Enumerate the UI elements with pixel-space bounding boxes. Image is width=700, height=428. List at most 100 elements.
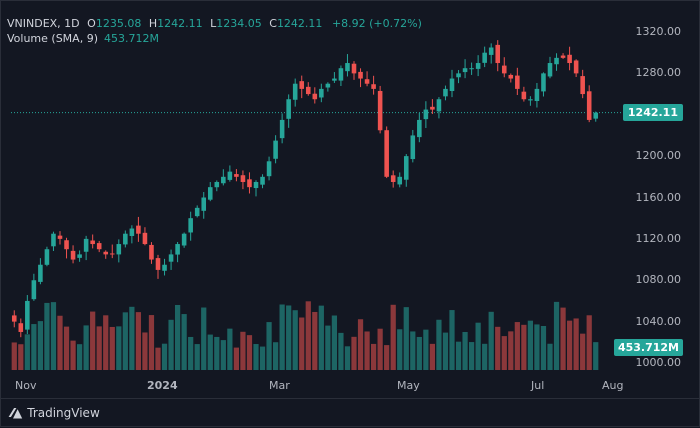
volume-bar <box>351 336 357 370</box>
candle-body[interactable] <box>364 79 370 84</box>
candle-body[interactable] <box>109 253 115 255</box>
candle-body[interactable] <box>449 78 455 92</box>
candle-body[interactable] <box>70 250 76 260</box>
candle-body[interactable] <box>286 99 291 119</box>
candle-body[interactable] <box>351 63 357 74</box>
candle-body[interactable] <box>580 76 585 95</box>
candle-body[interactable] <box>305 86 311 95</box>
candle-body[interactable] <box>123 233 128 245</box>
candle-body[interactable] <box>443 88 448 97</box>
candle-body[interactable] <box>371 84 376 89</box>
candle-body[interactable] <box>508 74 514 79</box>
candle-body[interactable] <box>103 251 109 255</box>
candle-body[interactable] <box>501 65 507 74</box>
candle-body[interactable] <box>332 78 337 81</box>
candle-body[interactable] <box>207 187 213 200</box>
candle-body[interactable] <box>279 119 285 139</box>
candle-body[interactable] <box>586 91 592 120</box>
volume-bar <box>83 325 89 370</box>
candle-body[interactable] <box>175 244 180 255</box>
candle-body[interactable] <box>51 233 56 247</box>
candle-body[interactable] <box>116 244 122 255</box>
candle-body[interactable] <box>534 88 540 102</box>
candle-body[interactable] <box>475 63 481 69</box>
candle-body[interactable] <box>456 73 461 78</box>
candle-body[interactable] <box>482 52 487 63</box>
candle-body[interactable] <box>515 75 520 89</box>
candle-body[interactable] <box>31 280 37 300</box>
symbol-label[interactable]: VNINDEX, 1D <box>7 17 80 30</box>
candle-body[interactable] <box>338 68 344 81</box>
candle-body[interactable] <box>554 57 559 65</box>
candle-body[interactable] <box>38 264 43 282</box>
volume-bar <box>266 322 272 370</box>
candle-body[interactable] <box>403 156 409 180</box>
candle-body[interactable] <box>129 228 135 236</box>
candle-body[interactable] <box>488 47 494 55</box>
candle-body[interactable] <box>227 171 233 180</box>
candle-body[interactable] <box>96 243 102 250</box>
candle-body[interactable] <box>319 88 324 98</box>
candle-body[interactable] <box>299 81 305 89</box>
candle-body[interactable] <box>390 175 396 182</box>
candle-body[interactable] <box>469 68 474 70</box>
candle-body[interactable] <box>528 99 533 101</box>
candle-body[interactable] <box>423 109 429 120</box>
candle-body[interactable] <box>64 240 69 250</box>
volume-bar <box>566 320 573 370</box>
candle-body[interactable] <box>155 258 161 270</box>
candle-body[interactable] <box>253 181 259 189</box>
candle-body[interactable] <box>541 73 546 92</box>
candle-body[interactable] <box>136 225 141 234</box>
candle-body[interactable] <box>567 54 572 64</box>
candle-body[interactable] <box>312 93 318 100</box>
candle-body[interactable] <box>377 90 383 131</box>
candle-body[interactable] <box>149 244 154 260</box>
candle-body[interactable] <box>201 197 207 211</box>
candle-body[interactable] <box>18 323 24 332</box>
candle-body[interactable] <box>77 254 82 258</box>
branding[interactable]: ⁄⁄▲ TradingView <box>11 406 100 420</box>
candle-body[interactable] <box>417 119 422 138</box>
candle-body[interactable] <box>521 91 527 100</box>
candle-body[interactable] <box>593 112 599 119</box>
candle-body[interactable] <box>384 130 389 177</box>
candle-body[interactable] <box>410 135 416 160</box>
volume-bar <box>96 326 102 370</box>
candle-body[interactable] <box>560 55 566 58</box>
candle-body[interactable] <box>358 71 363 79</box>
candle-body[interactable] <box>168 254 174 262</box>
volume-label[interactable]: Volume (SMA, 9) <box>7 32 98 45</box>
candle-body[interactable] <box>495 44 501 64</box>
candle-body[interactable] <box>430 106 435 110</box>
candle-body[interactable] <box>83 238 89 252</box>
candle-body[interactable] <box>397 176 403 185</box>
candle-body[interactable] <box>325 83 331 88</box>
candle-body[interactable] <box>266 161 272 177</box>
candle-body[interactable] <box>11 315 17 322</box>
candle-body[interactable] <box>188 218 193 233</box>
candle-body[interactable] <box>25 300 30 330</box>
candle-body[interactable] <box>573 60 579 74</box>
candle-body[interactable] <box>247 179 252 188</box>
volume-bar <box>370 343 377 370</box>
candle-body[interactable] <box>194 207 200 217</box>
volume-bar <box>560 307 566 370</box>
candle-body[interactable] <box>345 63 350 72</box>
candle-body[interactable] <box>221 176 226 184</box>
candle-body[interactable] <box>547 63 553 77</box>
candle-body[interactable] <box>273 140 278 159</box>
candle-body[interactable] <box>44 249 50 265</box>
candle-body[interactable] <box>436 99 442 112</box>
candle-body[interactable] <box>260 176 265 185</box>
candle-body[interactable] <box>181 233 187 246</box>
candle-body[interactable] <box>57 235 63 239</box>
candle-body[interactable] <box>292 83 298 100</box>
candle-body[interactable] <box>142 232 148 245</box>
candle-body[interactable] <box>234 174 239 177</box>
candle-body[interactable] <box>90 240 95 245</box>
candle-body[interactable] <box>214 181 220 188</box>
candle-body[interactable] <box>162 264 167 271</box>
candle-body[interactable] <box>240 175 246 182</box>
candle-body[interactable] <box>462 68 468 73</box>
